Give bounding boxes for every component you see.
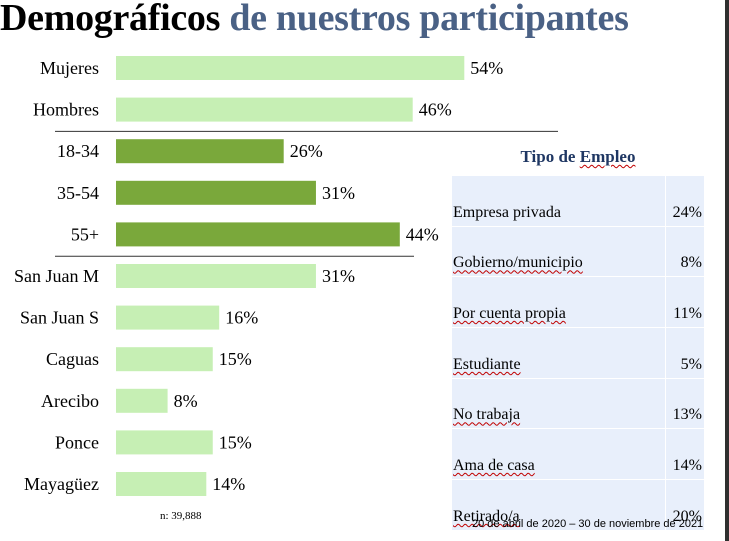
bar	[116, 264, 316, 288]
data-label: 16%	[225, 308, 258, 328]
category-label: 55+	[71, 224, 99, 244]
bar	[116, 56, 465, 80]
category-label: Caguas	[46, 349, 99, 369]
employment-label: Empresa privada	[452, 176, 666, 227]
data-label: 31%	[322, 183, 355, 203]
employment-label-text: Gobierno/municipio	[453, 254, 583, 272]
category-label: Hombres	[33, 100, 99, 120]
category-label: Mujeres	[40, 58, 99, 78]
data-label: 44%	[406, 224, 439, 244]
data-label: 26%	[290, 141, 323, 161]
bar	[116, 222, 400, 247]
table-row: Estudiante 5%	[452, 327, 704, 379]
bar	[116, 180, 316, 205]
employment-label-text: Estudiante	[453, 355, 521, 373]
table-row: Retirado/a 20%	[452, 479, 704, 531]
page-title: Demográficos de nuestros participantes	[0, 0, 629, 40]
data-label: 46%	[419, 100, 452, 120]
category-label: Mayagüez	[24, 474, 99, 494]
right-frame-border	[725, 0, 729, 541]
employment-label-text: Ama de casa	[453, 457, 535, 475]
employment-label: Retirado/a	[452, 479, 666, 531]
table-row: Gobierno/municipio 8%	[452, 226, 704, 278]
data-label: 15%	[219, 349, 252, 369]
data-label: 54%	[470, 58, 503, 78]
employment-value: 24%	[665, 176, 704, 227]
employment-label: Ama de casa	[452, 428, 666, 481]
employment-label: No trabaja	[452, 378, 666, 430]
bar	[116, 388, 168, 413]
employment-label-text: Por cuenta propia	[453, 305, 566, 323]
employment-title-word-2: Empleo	[579, 147, 636, 166]
category-label: Arecibo	[41, 391, 99, 411]
bar	[116, 430, 213, 455]
category-label: San Juan M	[14, 266, 99, 286]
employment-label-text: No trabaja	[453, 406, 521, 424]
category-label: 18-34	[57, 141, 99, 161]
bar	[116, 305, 220, 330]
employment-value: 5%	[665, 327, 704, 379]
bar	[116, 347, 213, 372]
title-part-2: de nuestros participantes	[229, 0, 629, 39]
data-label: 15%	[219, 432, 252, 452]
title-part-1: Demográficos	[0, 0, 221, 39]
employment-table-title: Tipo de Empleo	[452, 147, 704, 167]
employment-label: Por cuenta propia	[452, 276, 666, 329]
employment-value: 20%	[665, 479, 704, 531]
employment-value: 8%	[665, 226, 704, 278]
employment-label: Gobierno/municipio	[452, 226, 666, 278]
category-label: San Juan S	[20, 308, 99, 328]
table-row: Por cuenta propia 11%	[452, 276, 704, 329]
table-row: No trabaja 13%	[452, 378, 704, 430]
date-range-note: 20 de abril de 2020 – 30 de noviembre de…	[472, 518, 704, 530]
employment-table: Empresa privada 24% Gobierno/municipio 8…	[452, 176, 704, 531]
employment-title-word-1: Tipo de	[520, 147, 576, 166]
employment-value: 13%	[665, 378, 704, 430]
table-row: Ama de casa 14%	[452, 428, 704, 481]
bar	[116, 139, 284, 164]
data-label: 31%	[322, 266, 355, 286]
employment-label: Estudiante	[452, 327, 666, 379]
employment-label-text: Retirado/a	[453, 507, 520, 525]
bar	[116, 472, 207, 496]
category-label: Ponce	[55, 432, 99, 452]
bar	[116, 97, 413, 122]
employment-value: 11%	[665, 276, 704, 329]
table-row: Empresa privada 24%	[452, 176, 704, 227]
data-label: 14%	[212, 474, 245, 494]
employment-value: 14%	[665, 428, 704, 481]
sample-size-note: n: 39,888	[160, 510, 202, 522]
data-label: 8%	[174, 391, 198, 411]
category-label: 35-54	[57, 183, 99, 203]
